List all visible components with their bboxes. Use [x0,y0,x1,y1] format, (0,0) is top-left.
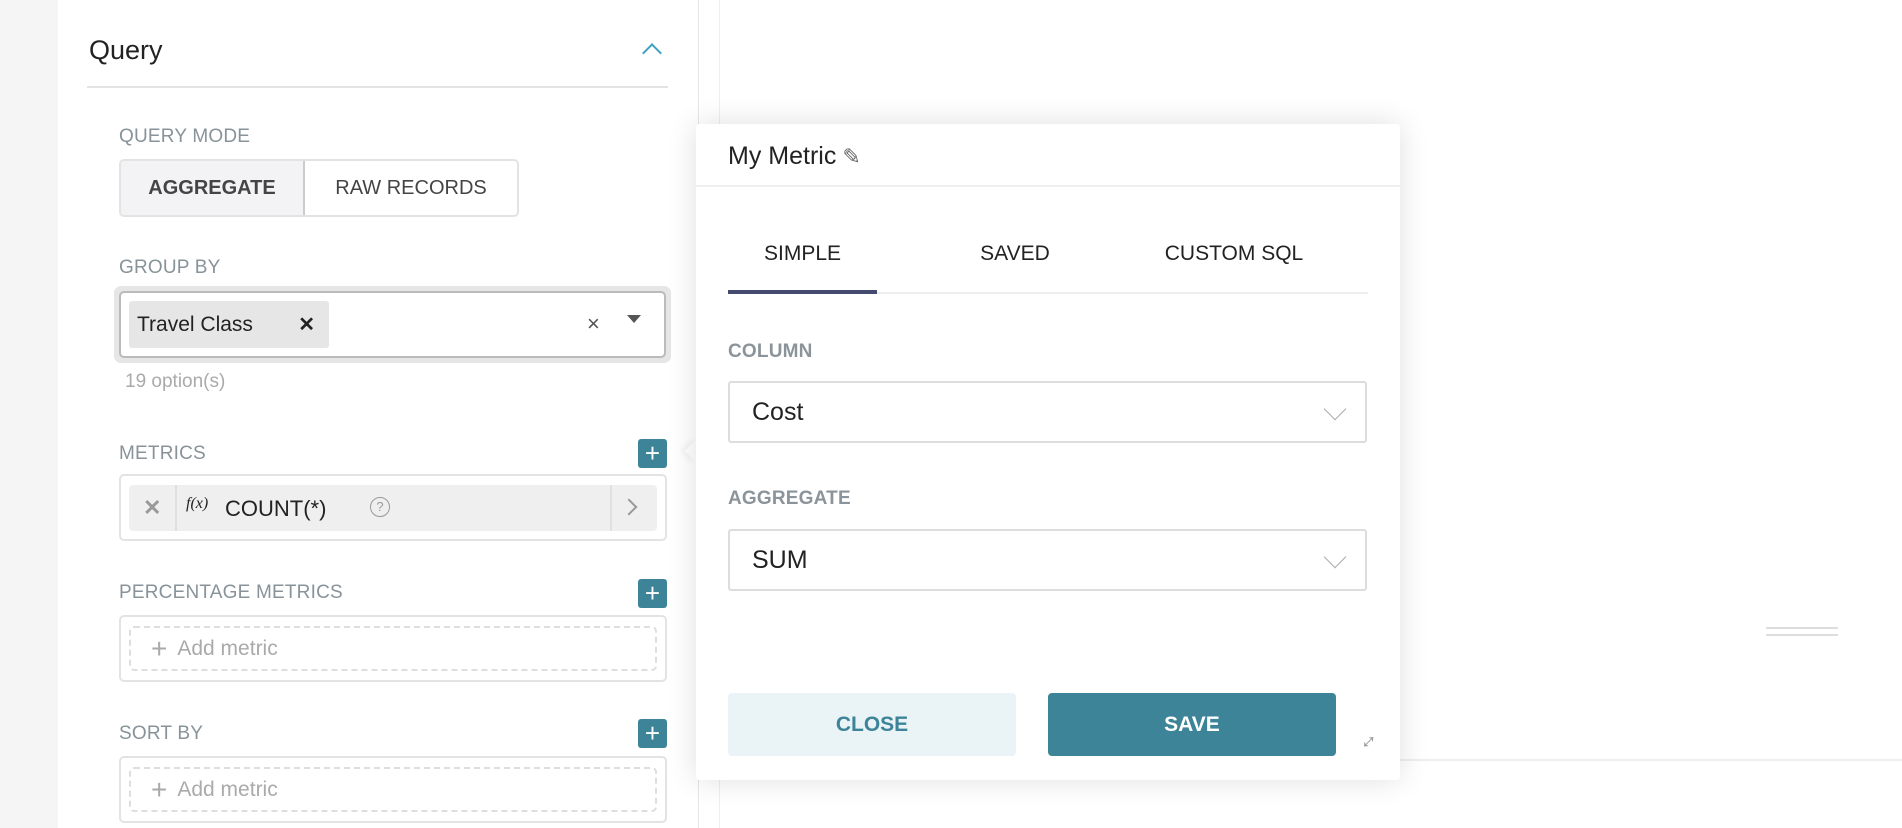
active-tab-indicator [728,290,877,294]
remove-metric-icon[interactable]: ✕ [143,495,162,520]
sort-by-box: + Add metric [119,756,667,823]
pencil-icon[interactable]: ✎ [842,143,861,169]
section-divider [87,86,668,88]
aggregate-value: SUM [752,545,808,574]
section-title: Query [89,35,163,65]
plus-icon: + [151,773,168,805]
drag-handle-icon[interactable] [1766,627,1838,636]
aggregate-select[interactable]: SUM [728,529,1367,591]
tab-simple[interactable]: SIMPLE [763,242,842,265]
clear-icon[interactable]: × [587,311,600,336]
placeholder-text: Add metric [177,777,278,801]
header-divider [696,185,1400,187]
aggregate-label: AGGREGATE [728,488,851,509]
chevron-right-icon[interactable] [620,498,638,516]
group-by-tag: Travel Class ✕ [129,301,329,348]
metrics-box: ✕ f(x) COUNT(*) ? [119,474,667,541]
metric-title[interactable]: My Metric ✎ [728,142,861,171]
plus-icon: + [151,632,168,664]
chip-divider [610,485,612,531]
panel-bottom-border [1400,759,1902,761]
metric-title-text: My Metric [728,142,837,170]
close-button[interactable]: CLOSE [728,693,1016,756]
raw-records-option[interactable]: RAW RECORDS [335,176,487,199]
tabs-border [728,292,1368,294]
tab-custom-sql[interactable]: CUSTOM SQL [1164,242,1304,265]
metric-name: COUNT(*) [225,496,327,521]
placeholder-text: Add metric [177,636,278,660]
sort-by-label: SORT BY [119,723,204,744]
group-by-select[interactable]: Travel Class ✕ × [119,291,666,358]
metric-popover: My Metric ✎ SIMPLE SAVED CUSTOM SQL COLU… [696,124,1400,780]
add-percentage-metric-button[interactable]: + [638,579,667,608]
query-mode-toggle: AGGREGATE RAW RECORDS [119,159,519,217]
dropdown-caret-icon[interactable] [627,315,641,323]
save-button[interactable]: SAVE [1048,693,1336,756]
metric-chip[interactable]: ✕ f(x) COUNT(*) ? [129,485,657,531]
percentage-metrics-box: + Add metric [119,615,667,682]
add-metric-placeholder[interactable]: + Add metric [129,626,657,671]
add-sort-placeholder[interactable]: + Add metric [129,767,657,812]
column-select[interactable]: Cost [728,381,1367,443]
query-mode-label: QUERY MODE [119,126,251,147]
chip-divider [175,485,177,531]
resize-icon[interactable]: ↕ [1357,727,1383,754]
tag-label: Travel Class [137,312,253,336]
function-icon: f(x) [186,495,209,512]
metrics-label: METRICS [119,443,206,464]
tab-saved[interactable]: SAVED [980,242,1050,265]
remove-tag-icon[interactable]: ✕ [298,314,315,336]
add-sort-button[interactable]: + [638,719,667,748]
add-metric-button[interactable]: + [638,439,667,468]
group-by-label: GROUP BY [119,257,221,278]
aggregate-option[interactable]: AGGREGATE [121,161,305,215]
left-gutter [0,0,58,828]
options-count: 19 option(s) [125,371,226,392]
query-sidebar [58,0,699,828]
help-icon[interactable]: ? [370,497,390,517]
chevron-down-icon [1323,397,1347,421]
column-label: COLUMN [728,341,813,362]
column-value: Cost [752,397,804,426]
percentage-metrics-label: PERCENTAGE METRICS [119,582,343,603]
chevron-down-icon [1323,545,1347,569]
